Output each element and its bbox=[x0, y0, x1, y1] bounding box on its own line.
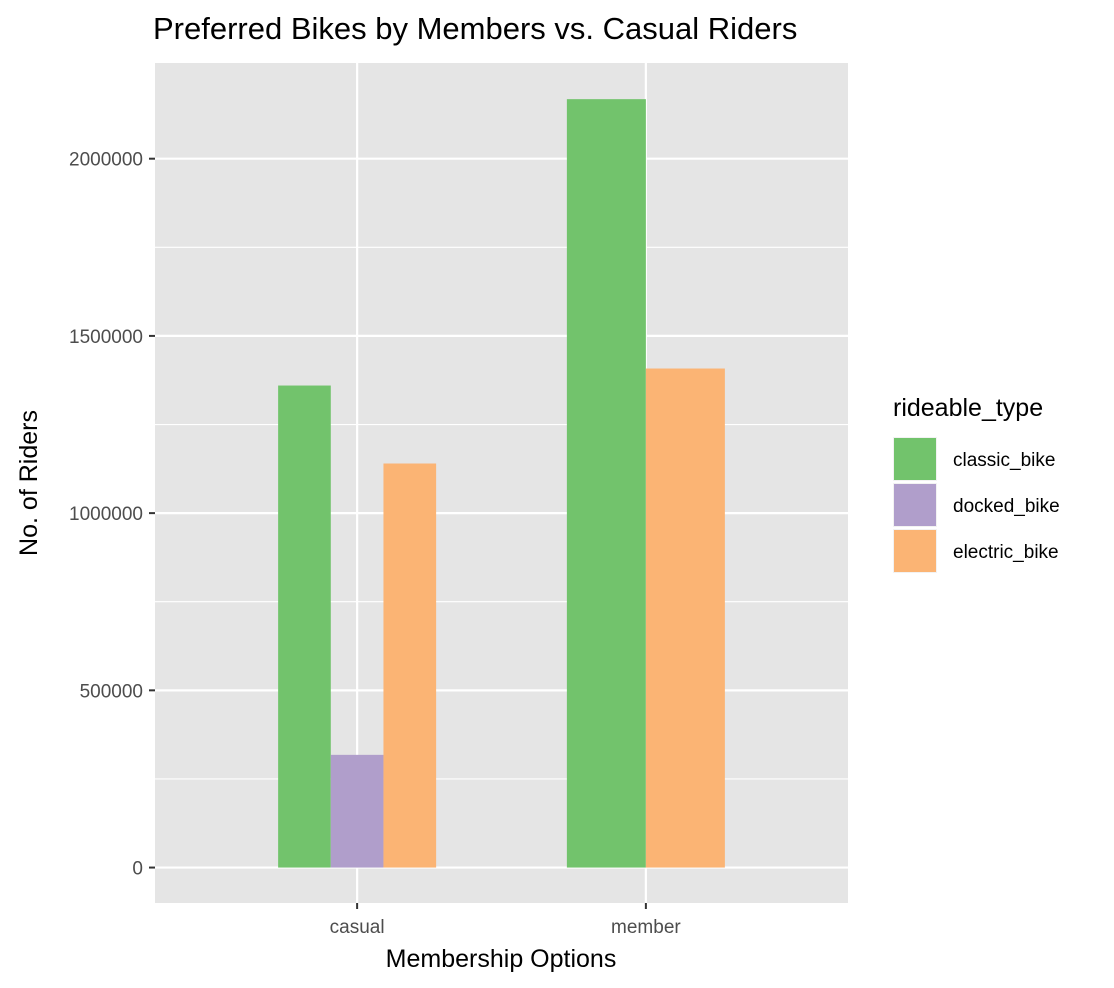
bar-casual-classic_bike bbox=[278, 385, 331, 868]
y-axis-title: No. of Riders bbox=[15, 410, 43, 556]
legend-label: electric_bike bbox=[953, 542, 1059, 563]
bar-casual-electric_bike bbox=[383, 463, 437, 868]
legend-swatch-electric_bike bbox=[894, 530, 936, 572]
legend-swatch-classic_bike bbox=[894, 438, 936, 480]
bar-casual-docked_bike bbox=[330, 754, 384, 868]
legend-label: classic_bike bbox=[953, 450, 1055, 471]
x-axis-title: Membership Options bbox=[386, 945, 617, 973]
y-tick-label: 0 bbox=[132, 859, 143, 880]
y-tick-label: 2000000 bbox=[69, 150, 143, 171]
y-tick-label: 500000 bbox=[80, 681, 143, 702]
y-axis: 0 500000 1000000 1500000 2000000 bbox=[69, 150, 155, 880]
minor-gridlines bbox=[155, 246, 848, 780]
bar-member-electric_bike bbox=[645, 368, 725, 868]
legend-swatch-docked_bike bbox=[894, 484, 936, 526]
legend-label: docked_bike bbox=[953, 496, 1060, 517]
legend: rideable_type classic_bike docked_bikeele… bbox=[893, 394, 1060, 573]
x-tick-label: member bbox=[611, 917, 681, 938]
bar-member-classic_bike bbox=[566, 99, 646, 868]
bars bbox=[278, 99, 725, 868]
chart-title: Preferred Bikes by Members vs. Casual Ri… bbox=[153, 11, 797, 46]
x-tick-label: casual bbox=[330, 917, 385, 938]
y-tick-label: 1500000 bbox=[69, 327, 143, 348]
y-tick-label: 1000000 bbox=[69, 504, 143, 525]
plot-panel bbox=[155, 63, 848, 903]
legend-title: rideable_type bbox=[893, 394, 1043, 422]
x-axis: casual member bbox=[330, 903, 681, 938]
